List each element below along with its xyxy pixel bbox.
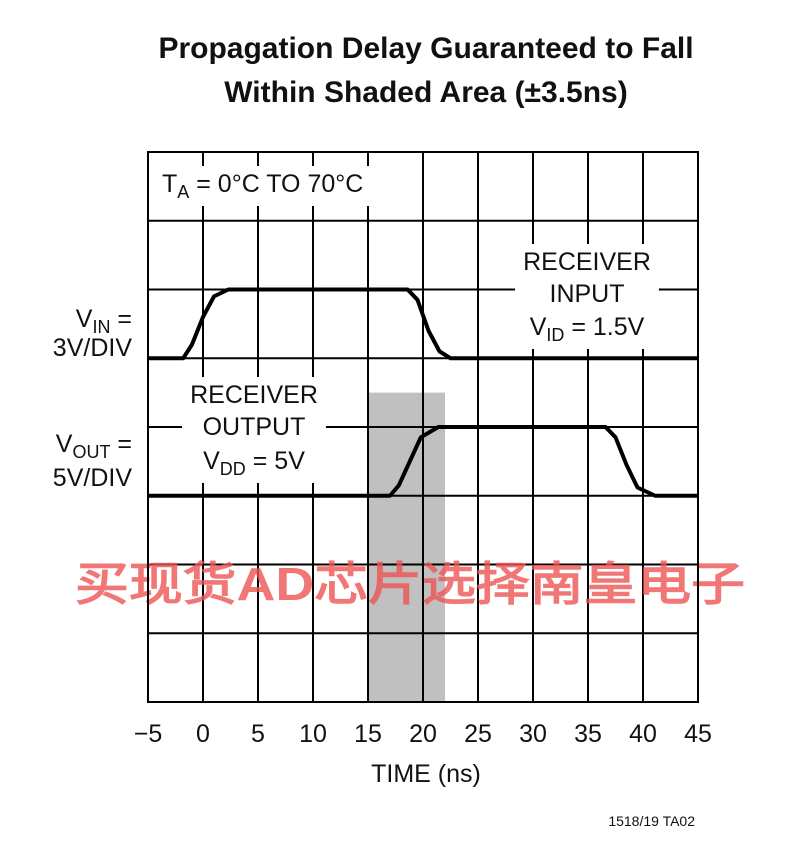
note-line: RECEIVER [523,248,651,276]
note-line: VID = 1.5V [530,313,645,345]
x-tick-label: 5 [251,720,265,748]
symbol: V [203,447,220,475]
symbol: T [162,170,177,198]
x-tick-label: 45 [684,720,712,748]
x-tick-label: 20 [409,720,437,748]
symbol: V [530,313,547,341]
note-line: INPUT [550,280,625,308]
subscript: A [177,182,189,202]
subscript: DD [220,459,246,479]
x-tick-label: 25 [464,720,492,748]
subscript: ID [546,325,564,345]
symbol: V [56,430,73,458]
text: = 5V [246,447,305,475]
x-tick-label: 40 [629,720,657,748]
x-tick-label: 15 [354,720,382,748]
x-tick-label: 10 [299,720,327,748]
waveform [148,287,698,361]
temperature-label: TA = 0°C TO 70°C [162,170,363,202]
text: = 0°C TO 70°C [189,170,363,198]
symbol: V [76,305,93,333]
output-note: RECEIVER OUTPUT VDD = 5V [190,381,318,479]
note-line: RECEIVER [190,381,318,409]
watermark: 买现货AD芯片选择南皇电子 [75,558,745,610]
footnote: 1518/19 TA02 [608,813,695,829]
plot-marks [148,287,698,498]
x-tick-label: −5 [134,720,163,748]
x-tick-label: 35 [574,720,602,748]
vin-scale: VIN = [76,305,132,337]
subscript: IN [92,317,110,337]
vout-scale: VOUT = [56,430,132,462]
x-axis-label: TIME (ns) [371,760,481,788]
plot-border [147,151,699,703]
text: = 1.5V [564,313,644,341]
note-background [154,166,372,206]
text: = [110,305,132,333]
x-tick-label: 30 [519,720,547,748]
vin-scale: 3V/DIV [53,334,133,362]
text: = [110,430,132,458]
x-tick-label: 0 [196,720,210,748]
chart-title: Within Shaded Area (±3.5ns) [224,76,627,109]
note-line: VDD = 5V [203,447,305,479]
note-background [182,377,326,483]
waveform [148,425,698,498]
note-line: OUTPUT [203,413,306,441]
vout-scale: 5V/DIV [53,464,133,492]
note-background [515,244,659,349]
shaded-area [368,392,445,702]
subscript: OUT [72,442,110,462]
chart-title: Propagation Delay Guaranteed to Fall [158,32,693,65]
annotations: TA = 0°C TO 70°C RECEIVER INPUT VID = 1.… [154,166,659,483]
input-note: RECEIVER INPUT VID = 1.5V [523,248,651,345]
